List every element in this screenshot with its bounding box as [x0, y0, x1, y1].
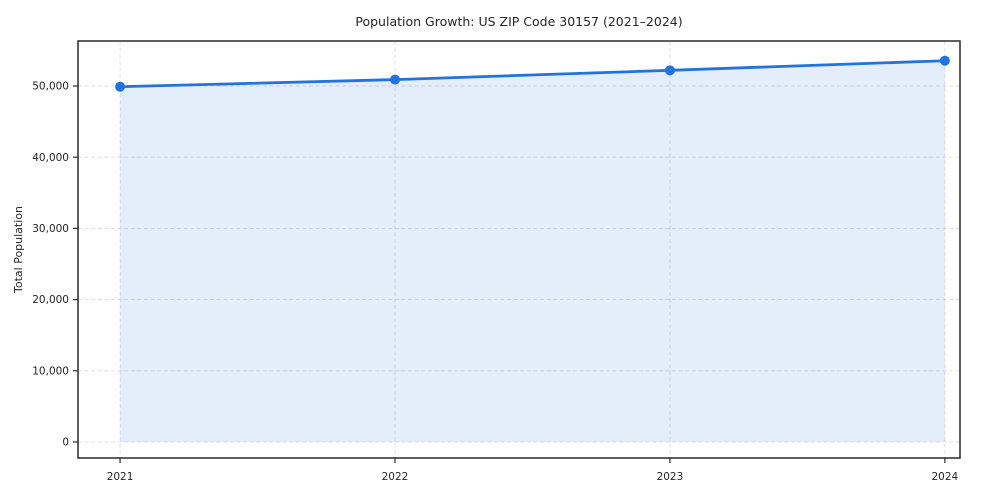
data-point: [664, 65, 675, 76]
y-tick-label: 40,000: [32, 152, 69, 164]
axis-ticks: [73, 85, 946, 463]
series-line: [118, 59, 947, 89]
y-tick-labels: 0 10,000 20,000 30,000 40,000 50,000: [32, 81, 69, 449]
data-line: [118, 59, 947, 89]
data-markers: [115, 55, 950, 92]
series-area: [120, 60, 945, 442]
chart-title: Population Growth: US ZIP Code 30157 (20…: [355, 14, 682, 29]
x-tick-labels: 2021 2022 2023 2024: [107, 471, 959, 483]
x-tick-label: 2023: [657, 471, 684, 483]
data-point: [939, 55, 950, 66]
y-tick-label: 10,000: [32, 365, 69, 377]
y-axis-label: Total Population: [12, 206, 25, 294]
x-tick-label: 2021: [107, 471, 134, 483]
y-tick-label: 20,000: [32, 294, 69, 306]
data-point: [115, 81, 126, 92]
data-point: [390, 74, 401, 85]
y-tick-label: 50,000: [32, 81, 69, 93]
axes-spines: [77, 40, 961, 459]
y-tick-label: 0: [62, 437, 69, 449]
x-tick-label: 2022: [382, 471, 409, 483]
plot-area: [78, 41, 960, 458]
x-tick-label: 2024: [932, 471, 959, 483]
area-fill: [120, 60, 945, 442]
gridlines: [78, 41, 960, 458]
y-tick-label: 30,000: [32, 223, 69, 235]
